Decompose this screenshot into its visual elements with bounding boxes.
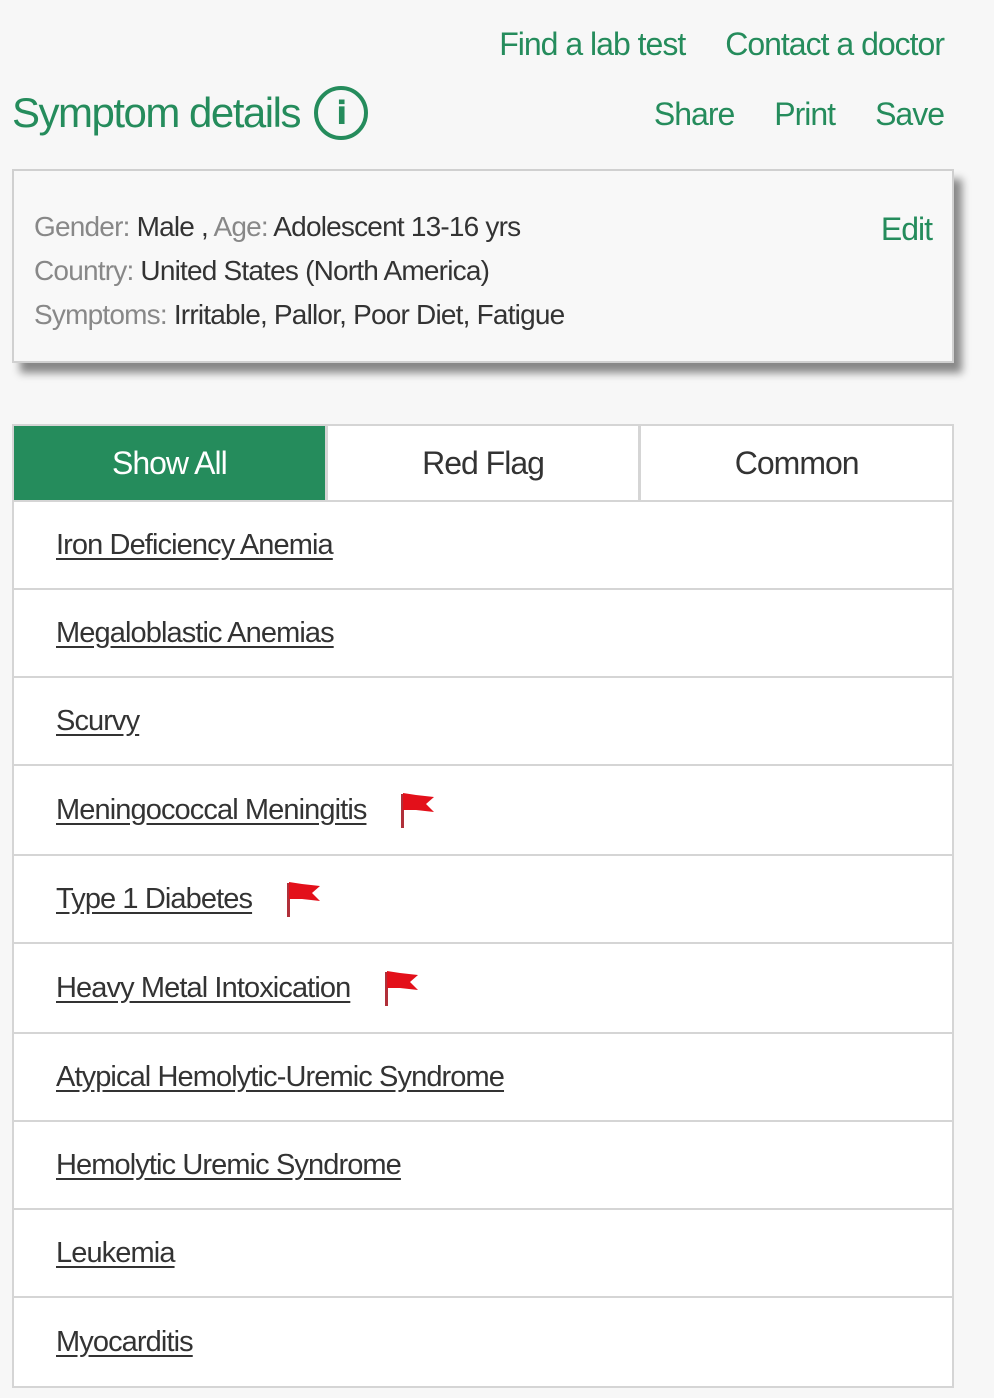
list-item: Myocarditis: [14, 1298, 952, 1386]
tab-red-flag[interactable]: Red Flag: [328, 426, 642, 500]
condition-link[interactable]: Type 1 Diabetes: [56, 882, 253, 915]
tab-common[interactable]: Common: [734, 444, 860, 481]
list-item: Type 1 Diabetes: [14, 856, 952, 944]
condition-link[interactable]: Hemolytic Uremic Syndrome: [56, 1148, 402, 1181]
info-icon[interactable]: i: [313, 86, 368, 140]
find-lab-test-link[interactable]: Find a lab test: [499, 26, 686, 62]
condition-link[interactable]: Leukemia: [56, 1236, 175, 1269]
edit-button[interactable]: Edit: [880, 211, 933, 247]
condition-link[interactable]: Atypical Hemolytic-Uremic Syndrome: [56, 1060, 505, 1093]
filter-tabs: Show All Red Flag Common: [12, 424, 954, 502]
red-flag-icon: [401, 793, 435, 828]
red-flag-icon: [385, 971, 419, 1006]
list-item: Atypical Hemolytic-Uremic Syndrome: [14, 1034, 952, 1122]
country-value: United States (North America): [140, 255, 490, 286]
conditions-list: Iron Deficiency Anemia Megaloblastic Anem…: [12, 502, 954, 1388]
save-button[interactable]: Save: [875, 96, 945, 132]
age-value: Adolescent 13-16 yrs: [273, 211, 521, 242]
gender-label: Gender:: [34, 211, 130, 242]
red-flag-icon: [287, 882, 321, 917]
list-item: Heavy Metal Intoxication: [14, 944, 952, 1034]
page-title-text: Symptom details: [12, 89, 301, 136]
share-button[interactable]: Share: [653, 96, 735, 132]
list-item: Leukemia: [14, 1210, 952, 1298]
condition-link[interactable]: Scurvy: [56, 704, 140, 737]
condition-link[interactable]: Myocarditis: [56, 1325, 194, 1358]
country-line: Country: United States (North America): [34, 249, 932, 293]
list-item: Megaloblastic Anemias: [14, 590, 952, 678]
condition-link[interactable]: Megaloblastic Anemias: [56, 616, 335, 649]
print-button[interactable]: Print: [774, 96, 836, 132]
top-links: Find a lab test Contact a doctor: [499, 26, 945, 63]
list-item: Scurvy: [14, 678, 952, 766]
list-item: Meningococcal Meningitis: [14, 766, 952, 856]
patient-summary-card: Gender: Male , Age: Adolescent 13-16 yrs…: [12, 169, 954, 363]
condition-link[interactable]: Heavy Metal Intoxication: [56, 971, 351, 1004]
symptoms-value: Irritable, Pallor, Poor Diet, Fatigue: [173, 299, 565, 330]
tab-show-all[interactable]: Show All: [14, 426, 328, 500]
gender-age-line: Gender: Male , Age: Adolescent 13-16 yrs: [34, 205, 932, 249]
symptoms-label: Symptoms:: [34, 299, 168, 330]
condition-link[interactable]: Meningococcal Meningitis: [56, 793, 367, 826]
symptoms-line: Symptoms: Irritable, Pallor, Poor Diet, …: [34, 293, 932, 337]
page-actions: Share Print Save: [653, 96, 945, 133]
age-label: Age:: [213, 211, 268, 242]
gender-value: Male ,: [136, 211, 209, 242]
condition-link[interactable]: Iron Deficiency Anemia: [56, 528, 334, 561]
page-title: Symptom details i: [12, 86, 368, 140]
list-item: Hemolytic Uremic Syndrome: [14, 1122, 952, 1210]
country-label: Country:: [34, 255, 134, 286]
list-item: Iron Deficiency Anemia: [14, 502, 952, 590]
contact-doctor-link[interactable]: Contact a doctor: [725, 26, 945, 62]
